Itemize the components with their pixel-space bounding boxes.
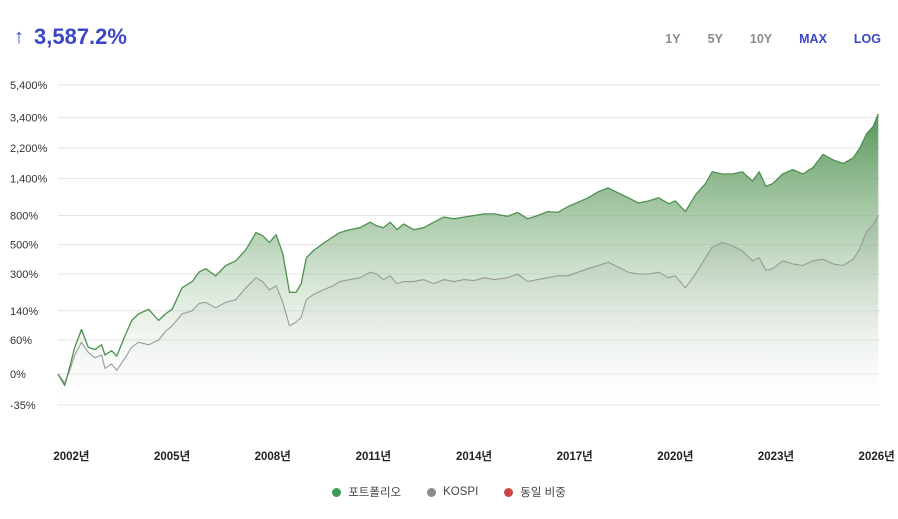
x-tick-label: 2005년 — [154, 449, 190, 463]
chart-header: ↑ 3,587.2% 1Y 5Y 10Y MAX LOG — [0, 0, 898, 70]
range-1y-button[interactable]: 1Y — [665, 32, 681, 46]
legend-label: 포트폴리오 — [348, 487, 402, 499]
y-tick-label: 140% — [10, 306, 38, 318]
x-tick-label: 2002년 — [53, 449, 89, 463]
y-tick-label: 0% — [10, 369, 26, 381]
x-tick-label: 2020년 — [657, 449, 693, 463]
y-axis: 5,400% 3,400% 2,200% 1,400% 800% 500% 300% 140%… — [10, 80, 48, 412]
arrow-up-icon: ↑ — [14, 25, 24, 48]
portfolio-dot-icon — [332, 487, 342, 497]
range-5y-button[interactable]: 5Y — [707, 32, 723, 46]
legend-item-portfolio[interactable]: 포트폴리오 — [332, 484, 401, 500]
legend-item-kospi[interactable]: KOSPI — [427, 484, 478, 500]
legend-item-equal-weight[interactable]: 동일 비중 — [504, 484, 566, 500]
series-areas — [58, 113, 879, 418]
x-tick-label: 2011년 — [356, 449, 392, 463]
range-selector: 1Y 5Y 10Y MAX LOG — [638, 32, 881, 46]
y-tick-label: 500% — [10, 240, 38, 252]
legend-label: KOSPI — [443, 486, 479, 498]
series-lines — [57, 113, 879, 387]
kospi-dot-icon — [427, 487, 437, 497]
x-tick-label: 2008년 — [255, 449, 291, 463]
x-tick-label: 2023년 — [758, 449, 794, 463]
range-max-button[interactable]: MAX — [799, 32, 827, 46]
y-tick-label: 800% — [10, 210, 38, 222]
x-tick-label: 2017년 — [557, 449, 593, 463]
y-tick-label: 3,400% — [10, 113, 48, 125]
x-tick-label: 2026년 — [859, 449, 895, 463]
y-tick-label: 5,400% — [10, 80, 48, 92]
x-axis: 2002년 2005년 2008년 2011년 2014년 2017년 2020년 2023년… — [53, 449, 894, 463]
performance-chart: 5,400% 3,400% 2,200% 1,400% 800% 500% 300% 140%… — [10, 80, 895, 463]
equal-weight-dot-icon — [504, 487, 514, 497]
total-return: ↑ 3,587.2% — [14, 24, 127, 50]
range-10y-button[interactable]: 10Y — [749, 32, 773, 46]
total-return-value: 3,587.2% — [34, 24, 127, 49]
legend: 포트폴리오 KOSPI 동일 비중 — [0, 484, 898, 500]
legend-label: 동일 비중 — [520, 487, 566, 499]
y-tick-label: 2,200% — [10, 143, 48, 155]
y-tick-label: 60% — [10, 335, 32, 347]
portfolio-area — [58, 113, 879, 418]
y-tick-label: 1,400% — [10, 174, 48, 186]
kospi-line — [57, 215, 879, 384]
y-tick-label: 300% — [10, 269, 38, 281]
log-scale-toggle[interactable]: LOG — [853, 32, 881, 46]
y-tick-label: -35% — [10, 400, 36, 412]
portfolio-line — [57, 113, 879, 387]
x-tick-label: 2014년 — [456, 449, 492, 463]
